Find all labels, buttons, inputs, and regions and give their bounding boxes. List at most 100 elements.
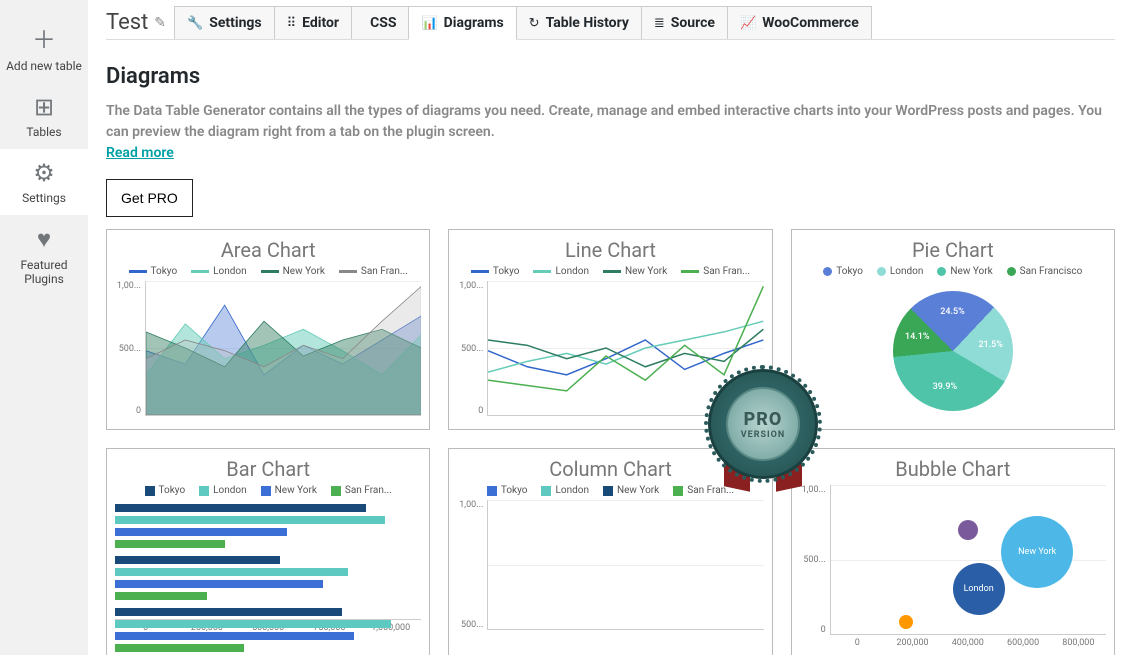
bar-row [115, 630, 421, 641]
legend-label: Tokyo [151, 266, 178, 277]
legend-item: London [199, 485, 246, 496]
bar [115, 592, 207, 600]
bar-row [115, 578, 421, 589]
card-pie-chart[interactable]: Pie Chart TokyoLondonNew YorkSan Francis… [791, 229, 1115, 430]
settings-icon: ⚙ [33, 159, 55, 187]
tab-label: WooCommerce [762, 15, 859, 31]
sidebar-item-settings[interactable]: ⚙ Settings [0, 149, 88, 215]
card-area-chart[interactable]: Area Chart TokyoLondonNew YorkSan Fran..… [106, 229, 430, 430]
legend: TokyoLondonNew YorkSan Fran... [457, 266, 763, 277]
legend-item: New York [261, 485, 317, 496]
tab-woo[interactable]: 📈 WooCommerce [727, 6, 872, 39]
tick: 0 [457, 406, 483, 416]
tab-settings[interactable]: 🔧Settings [174, 6, 275, 39]
sidebar-item-add-new-table[interactable]: ＋Add new table [0, 10, 88, 83]
pie-label: 39.9% [933, 382, 957, 392]
legend-item: San Fran... [339, 266, 408, 277]
tab-label: Editor [302, 15, 339, 31]
bar [115, 568, 348, 576]
legend-item: Tokyo [471, 266, 520, 277]
bar-row [115, 502, 421, 513]
legend: TokyoLondonNew YorkSan Francisco [800, 266, 1106, 277]
topbar: Test ✎ 🔧Settings⠿EditorCSS 📊 Diagrams ↻ Tabl… [106, 6, 1115, 40]
tab-history[interactable]: ↻ Table History [516, 6, 642, 39]
legend-item: San Francisco [1007, 266, 1083, 277]
bar [115, 540, 225, 548]
legend-swatch [331, 486, 341, 496]
y-axis: 1,00...500...0 [457, 281, 487, 416]
bar-row [115, 618, 421, 629]
bar-row [115, 554, 421, 565]
legend-swatch [199, 486, 209, 496]
bubble: New York [1001, 516, 1073, 588]
tab-label: Diagrams [444, 15, 504, 31]
tab-woo-icon: 📈 [740, 16, 756, 31]
bar-row [115, 526, 421, 537]
legend-swatch [877, 267, 886, 276]
legend-label: New York [275, 485, 317, 496]
plot-area [487, 500, 763, 630]
card-title: Bar Chart [115, 457, 421, 481]
tick: 0 [800, 625, 826, 635]
legend-label: New York [625, 266, 667, 277]
card-title: Bubble Chart [800, 457, 1106, 481]
plot: 1,00...500...0 [115, 281, 421, 416]
legend-item: New York [603, 485, 659, 496]
card-bubble-chart[interactable]: Bubble Chart 1,00...500...0 New YorkLond… [791, 448, 1115, 655]
x-axis: 0200,000400,000600,000800,000 [830, 638, 1106, 648]
tab-diagrams[interactable]: 📊 Diagrams [408, 6, 516, 40]
legend-swatch [603, 270, 621, 273]
pie-label: 24.5% [940, 307, 964, 317]
tab-diagrams-icon: 📊 [421, 16, 437, 31]
legend-swatch [541, 486, 551, 496]
tab-history-icon: ↻ [529, 16, 540, 31]
pie-label: 21.5% [978, 340, 1002, 350]
tick: 500... [115, 344, 141, 354]
sidebar-label: Settings [22, 191, 66, 205]
tab-editor[interactable]: ⠿Editor [274, 6, 352, 39]
sidebar-label: Tables [26, 125, 61, 139]
tab-css[interactable]: CSS [351, 6, 409, 39]
bar [115, 620, 391, 628]
legend-label: London [213, 266, 246, 277]
plot-area [145, 281, 421, 416]
tab-label: Table History [546, 15, 629, 31]
legend-item: Tokyo [129, 266, 178, 277]
legend: TokyoLondonNew YorkSan Fran... [457, 485, 763, 496]
tab-settings-icon: 🔧 [187, 16, 203, 31]
tick: 0 [830, 638, 885, 648]
legend-item: Tokyo [145, 485, 186, 496]
tick: 600,000 [995, 638, 1050, 648]
badge-text-1: PRO [744, 409, 783, 430]
legend-swatch [471, 270, 489, 273]
sidebar-item-featured-plugins[interactable]: ♥Featured Plugins [0, 215, 88, 296]
legend-label: New York [283, 266, 325, 277]
sidebar: ＋Add new table⊞Tables ⚙ Settings ♥Featured … [0, 0, 88, 655]
legend-item: New York [603, 266, 667, 277]
get-pro-button[interactable]: Get PRO [106, 179, 193, 217]
pro-version-badge: PRO VERSION [708, 369, 818, 479]
legend-swatch [533, 270, 551, 273]
area-svg [146, 281, 421, 415]
bar [115, 556, 280, 564]
card-bar-chart[interactable]: Bar Chart TokyoLondonNew YorkSan Fran...… [106, 448, 430, 655]
sidebar-item-tables[interactable]: ⊞Tables [0, 83, 88, 149]
legend: TokyoLondonNew YorkSan Fran... [115, 485, 421, 496]
page-title: Test ✎ [106, 10, 166, 35]
bubble: London [953, 563, 1005, 615]
bar [115, 504, 366, 512]
pencil-icon[interactable]: ✎ [154, 15, 166, 31]
legend-swatch [261, 270, 279, 273]
y-axis: 1,00...500...0 [800, 485, 830, 635]
card-title: Line Chart [457, 238, 763, 262]
legend-swatch [129, 270, 147, 273]
read-more-link[interactable]: Read more [106, 145, 174, 161]
chart-grid: Area Chart TokyoLondonNew YorkSan Fran..… [106, 229, 1115, 655]
tick: 1,00... [800, 485, 826, 495]
sidebar-label: Add new table [6, 59, 82, 73]
tab-source[interactable]: ≣Source [641, 6, 728, 39]
tick: 500... [457, 620, 483, 630]
plot-area: New YorkLondon [830, 485, 1106, 635]
legend-label: London [555, 485, 588, 496]
y-axis: 1,00...500...0 [115, 281, 145, 416]
